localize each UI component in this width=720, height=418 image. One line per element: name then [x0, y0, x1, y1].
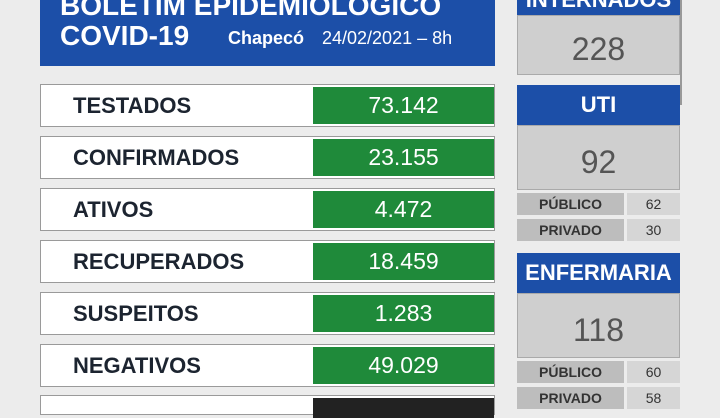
breakdown-label: PRIVADO — [517, 387, 624, 409]
stat-value: 1.283 — [313, 295, 494, 332]
stat-row: ATIVOS 4.472 — [40, 188, 495, 231]
panel-title: UTI — [517, 85, 680, 125]
breakdown-row: PÚBLICO 62 — [517, 193, 680, 215]
breakdown-label: PÚBLICO — [517, 361, 624, 383]
stat-label: NEGATIVOS — [73, 353, 201, 378]
breakdown-row: PÚBLICO 60 — [517, 361, 680, 383]
subtitle: COVID-19 — [60, 20, 190, 51]
stat-value: 18.459 — [313, 243, 494, 280]
header: BOLETIM EPIDEMIOLÓGICO COVID-19 Chapecó … — [40, 0, 495, 66]
stat-label: ATIVOS — [73, 197, 154, 222]
panel-value: 92 — [517, 125, 680, 190]
stat-row: CONFIRMADOS 23.155 — [40, 136, 495, 179]
breakdown-value: 60 — [627, 361, 680, 383]
stat-label: SUSPEITOS — [73, 301, 199, 326]
breakdown-value: 30 — [627, 219, 680, 241]
stat-label: CONFIRMADOS — [73, 145, 240, 170]
breakdown-row: PRIVADO 58 — [517, 387, 680, 409]
page: BOLETIM EPIDEMIOLÓGICO COVID-19 Chapecó … — [40, 0, 682, 418]
breakdown-row: PRIVADO 30 — [517, 219, 680, 241]
stat-row: RECUPERADOS 18.459 — [40, 240, 495, 283]
breakdown-label: PRIVADO — [517, 219, 624, 241]
panel-value: 118 — [517, 293, 680, 358]
stat-value: 4.472 — [313, 191, 494, 228]
stat-label: RECUPERADOS — [73, 249, 245, 274]
title: BOLETIM EPIDEMIOLÓGICO — [60, 0, 442, 21]
row-partial — [40, 395, 495, 418]
stat-row: SUSPEITOS 1.283 — [40, 292, 495, 335]
breakdown-value: 58 — [627, 387, 680, 409]
stat-row: NEGATIVOS 49.029 — [40, 344, 495, 387]
stat-row: TESTADOS 73.142 — [40, 84, 495, 127]
city: Chapecó — [228, 28, 305, 48]
stat-value: 23.155 — [313, 139, 494, 176]
breakdown-label: PÚBLICO — [517, 193, 624, 215]
breakdown-value: 62 — [627, 193, 680, 215]
date: 24/02/2021 – 8h — [322, 28, 453, 48]
panel-value: 228 — [517, 15, 680, 75]
stat-label: TESTADOS — [73, 93, 192, 118]
panel-title: ENFERMARIA — [517, 253, 680, 293]
connector — [680, 0, 682, 105]
stat-value: 49.029 — [313, 347, 494, 384]
panel-title: INTERNADOS — [517, 0, 680, 15]
stat-value: 73.142 — [313, 87, 494, 124]
